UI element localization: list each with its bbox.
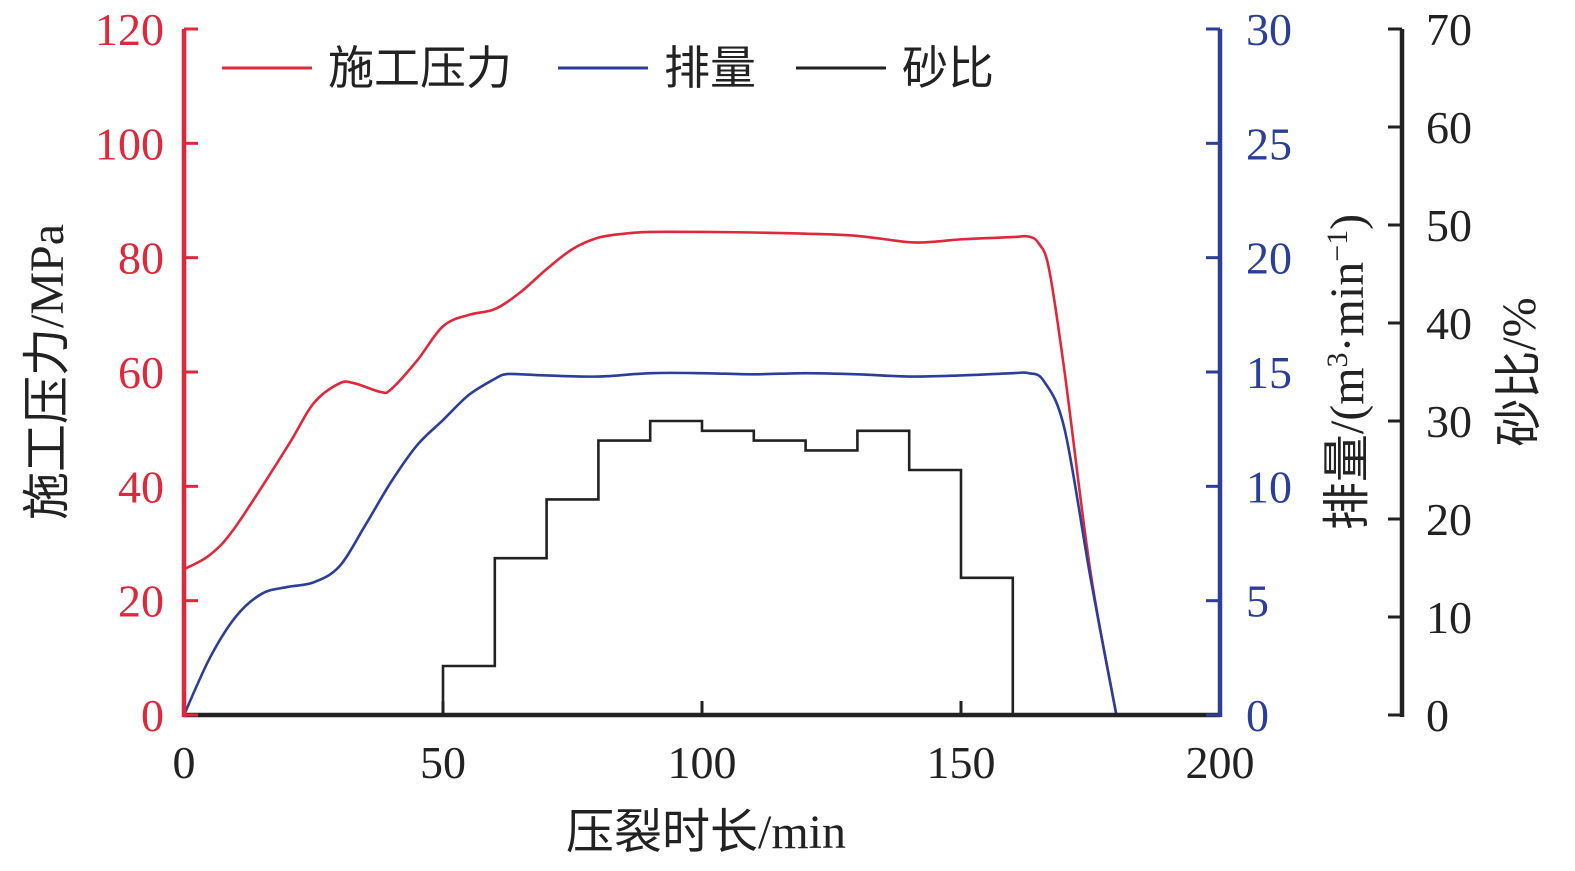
right2-tick-label-1: 10 xyxy=(1426,592,1472,643)
legend-label-rate: 排量 xyxy=(664,43,756,94)
x-tick-label-3: 150 xyxy=(927,737,996,788)
plot-lines xyxy=(182,230,1118,716)
right1-tick-label-0: 0 xyxy=(1246,690,1269,741)
right1-tick-label-4: 20 xyxy=(1246,233,1292,284)
right1-tick-label-2: 10 xyxy=(1246,461,1292,512)
series-step-2 xyxy=(441,419,1015,715)
axes-group: 0 50 100 150 2000204060801001200510152025300… xyxy=(95,4,1472,788)
right1-tick-label-3: 15 xyxy=(1246,347,1292,398)
right1-tick-label-6: 30 xyxy=(1246,4,1292,55)
right1-axis-title-main: 排量/(m xyxy=(1321,367,1374,530)
x-tick-label-1: 50 xyxy=(420,737,466,788)
legend-label-pressure: 施工压力 xyxy=(328,43,512,94)
right2-tick-label-7: 70 xyxy=(1426,4,1472,55)
x-tick-label-0: 0 xyxy=(173,737,196,788)
left-tick-label-5: 100 xyxy=(95,118,164,169)
x-axis-title: 压裂时长/min xyxy=(566,806,846,859)
right2-tick-label-5: 50 xyxy=(1426,200,1472,251)
legend: 施工压力 排量 砂比 xyxy=(222,43,994,94)
right2-axis-title: 砂比/% xyxy=(1493,297,1546,446)
series-line-0 xyxy=(183,230,1118,716)
right1-axis-title-sup1: 3 xyxy=(1321,352,1354,367)
left-tick-label-1: 20 xyxy=(118,576,164,627)
left-tick-label-0: 0 xyxy=(141,690,164,741)
legend-label-sand: 砂比 xyxy=(902,43,994,94)
left-axis-title: 施工压力/MPa xyxy=(21,224,74,520)
right2-tick-label-4: 40 xyxy=(1426,298,1472,349)
right1-tick-label-5: 25 xyxy=(1246,118,1292,169)
series-line-1 xyxy=(182,371,1118,716)
right2-tick-label-0: 0 xyxy=(1426,690,1449,741)
left-tick-label-3: 60 xyxy=(118,347,164,398)
right1-axis-title-end: ) xyxy=(1321,214,1374,230)
x-tick-label-4: 200 xyxy=(1186,737,1255,788)
left-tick-label-2: 40 xyxy=(118,461,164,512)
left-tick-label-6: 120 xyxy=(95,4,164,55)
right1-axis-title: 排量/(m3·min−1) xyxy=(1321,214,1374,530)
x-tick-label-2: 100 xyxy=(668,737,737,788)
right2-tick-label-2: 20 xyxy=(1426,494,1472,545)
right1-tick-label-1: 5 xyxy=(1246,576,1269,627)
right1-axis-title-mid: ·min xyxy=(1321,262,1374,353)
left-tick-label-4: 80 xyxy=(118,233,164,284)
right1-axis-title-sup2: −1 xyxy=(1321,230,1354,262)
right2-tick-label-6: 60 xyxy=(1426,102,1472,153)
right2-tick-label-3: 30 xyxy=(1426,396,1472,447)
